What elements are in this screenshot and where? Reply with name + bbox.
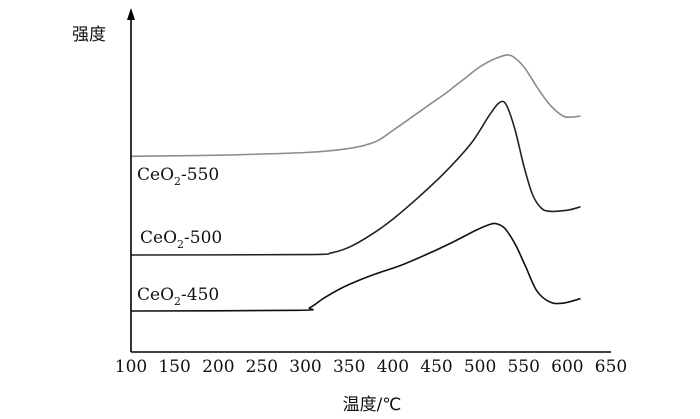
x-tick-label: 400 bbox=[377, 357, 409, 377]
axes bbox=[127, 8, 611, 353]
x-tick-label: 350 bbox=[333, 357, 365, 377]
y-axis-arrow bbox=[127, 8, 135, 20]
x-axis-title: 温度/℃ bbox=[343, 395, 402, 415]
x-tick-label: 100 bbox=[115, 357, 147, 377]
x-tick-label: 450 bbox=[420, 357, 452, 377]
series-label-500: CeO2-500 bbox=[140, 228, 222, 251]
series-label-subscript: 2 bbox=[174, 295, 181, 308]
x-tick-label: 200 bbox=[202, 357, 234, 377]
series-label-450: CeO2-450 bbox=[137, 285, 219, 308]
series-line-500 bbox=[130, 100, 581, 256]
series-label-suffix: -550 bbox=[181, 165, 219, 185]
series-label-main: CeO bbox=[140, 228, 177, 248]
series-label-main: CeO bbox=[137, 285, 174, 305]
series-line-550 bbox=[130, 54, 581, 158]
series-label-550: CeO2-550 bbox=[137, 165, 219, 188]
x-tick-label: 600 bbox=[551, 357, 583, 377]
x-tick-label: 550 bbox=[507, 357, 539, 377]
x-tick-label: 650 bbox=[595, 357, 627, 377]
x-tick-label: 250 bbox=[246, 357, 278, 377]
series-label-suffix: -500 bbox=[184, 228, 222, 248]
series-label-main: CeO bbox=[137, 165, 174, 185]
x-tick-label: 500 bbox=[464, 357, 496, 377]
x-ticks: 100 150 200 250 300 350 400 450 500 550 600 650 bbox=[115, 357, 627, 377]
y-axis-title: 强度 bbox=[72, 25, 106, 45]
series-line-450 bbox=[130, 222, 581, 312]
x-tick-label: 150 bbox=[158, 357, 190, 377]
x-tick-label: 300 bbox=[289, 357, 321, 377]
series-label-subscript: 2 bbox=[177, 238, 184, 251]
series-label-suffix: -450 bbox=[181, 285, 219, 305]
plot-lines bbox=[130, 54, 581, 312]
series-label-subscript: 2 bbox=[174, 175, 181, 188]
